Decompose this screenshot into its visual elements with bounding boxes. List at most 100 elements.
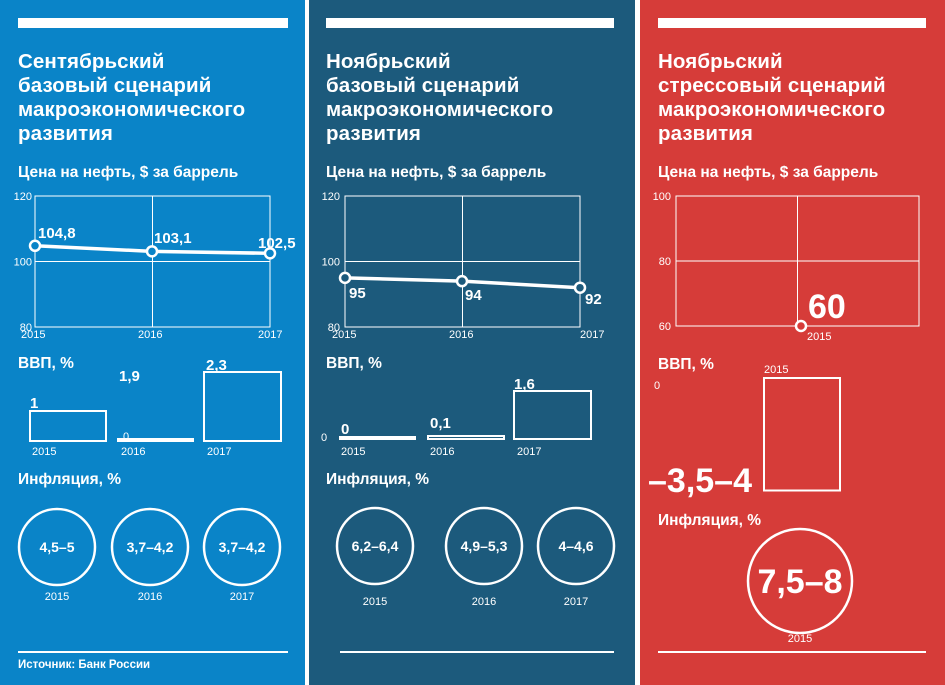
inflation-title: Инфляция, %	[658, 512, 762, 529]
gdp-year-label: 2016	[430, 446, 454, 458]
gdp-value-label: 1	[30, 395, 38, 412]
title-line: базовый сценарий	[326, 74, 520, 97]
oil-year-label: 2015	[21, 329, 45, 341]
oil-price-title: Цена на нефть, $ за баррель	[18, 164, 239, 181]
inflation-circle	[202, 507, 282, 587]
gdp-year-label: 2017	[207, 446, 231, 458]
title-line: развития	[326, 122, 421, 145]
title-line: базовый сценарий	[18, 74, 212, 97]
title-line: макроэкономического	[658, 98, 886, 121]
oil-data-point	[794, 319, 808, 333]
oil-data-point	[338, 271, 352, 285]
oil-data-label: 102,5	[258, 235, 296, 252]
oil-y-tick-label: 100	[14, 257, 32, 269]
oil-data-label: 94	[465, 287, 482, 304]
oil-year-label: 2017	[258, 329, 282, 341]
gdp-bar	[339, 436, 416, 440]
oil-data-label: 95	[349, 285, 366, 302]
gdp-sub-label: 0	[123, 431, 129, 443]
inflation-year-label: 2017	[564, 596, 588, 608]
oil-year-label: 2016	[138, 329, 162, 341]
panel-charts: 80 100 120 104,8 2015 103,1 2016 102,5 2017 1 1,9 2…	[14, 191, 296, 603]
gdp-bar	[513, 390, 592, 440]
inflation-value-label: 6,2–6,4	[352, 538, 399, 554]
gdp-zero-label: 0	[321, 432, 327, 444]
gdp-bar	[203, 371, 282, 442]
inflation-year-label: 2016	[138, 591, 162, 603]
gdp-value-label: –3,5–4	[648, 462, 752, 500]
panel-title: Сентябрьский базовый сценарий макроэконо…	[18, 50, 245, 146]
title-line: макроэкономического	[18, 98, 246, 121]
oil-data-point	[145, 245, 159, 258]
oil-y-tick-label: 60	[659, 321, 671, 333]
inflation-year-label: 2016	[472, 596, 496, 608]
title-line: Ноябрьский	[326, 50, 451, 73]
oil-data-label: 103,1	[154, 230, 192, 247]
title-line: стрессовый сценарий	[658, 74, 886, 97]
oil-y-tick-label: 100	[653, 191, 671, 203]
oil-data-label: 104,8	[38, 225, 76, 242]
oil-y-tick-label: 80	[20, 322, 32, 334]
inflation-value-label: 7,5–8	[757, 563, 842, 601]
panel-title: Ноябрьский базовый сценарий макроэкономи…	[326, 50, 553, 146]
bottom-rule	[340, 651, 614, 653]
title-line: макроэкономического	[326, 98, 554, 121]
gdp-year-label: 2015	[764, 364, 788, 376]
inflation-circle	[110, 507, 190, 587]
oil-data-point	[28, 239, 42, 253]
inflation-value-label: 3,7–4,2	[219, 539, 266, 555]
oil-year-label: 2017	[580, 329, 604, 341]
title-line: развития	[18, 122, 113, 145]
inflation-value-label: 3,7–4,2	[127, 539, 174, 555]
title-line: Ноябрьский	[658, 50, 783, 73]
gdp-zero-label: 0	[654, 380, 660, 392]
gdp-bar	[763, 377, 841, 492]
top-bar	[18, 18, 288, 28]
oil-year-label: 2015	[332, 329, 356, 341]
inflation-year-label: 2015	[363, 596, 387, 608]
inflation-circle	[746, 527, 854, 635]
gdp-title: ВВП, %	[326, 355, 382, 372]
source-note: Источник: Банк России	[18, 659, 151, 671]
inflation-value-label: 4,5–5	[39, 539, 74, 555]
oil-y-tick-label: 80	[328, 322, 340, 334]
oil-price-title: Цена на нефть, $ за баррель	[326, 164, 547, 181]
oil-y-tick-label: 100	[322, 257, 340, 269]
gdp-value-label: 0	[341, 421, 349, 438]
gdp-bar	[29, 410, 107, 442]
title-line: развития	[658, 122, 753, 145]
title-line: Сентябрьский	[18, 50, 165, 73]
gdp-bar	[427, 435, 505, 440]
gdp-year-label: 2016	[121, 446, 145, 458]
inflation-value-label: 4,9–5,3	[461, 538, 508, 554]
panel-september-base: Сентябрьский базовый сценарий макроэконо…	[0, 0, 305, 685]
oil-data-point	[455, 274, 469, 288]
gdp-bar	[117, 438, 194, 442]
oil-data-point	[263, 247, 277, 260]
gdp-year-label: 2015	[32, 446, 56, 458]
inflation-title: Инфляция, %	[18, 471, 122, 488]
inflation-circle	[444, 506, 524, 586]
inflation-circle	[17, 507, 97, 587]
inflation-circle	[335, 506, 415, 586]
oil-data-label: 92	[585, 291, 602, 308]
oil-year-label: 2015	[807, 331, 831, 343]
oil-y-tick-label: 120	[322, 191, 340, 203]
bottom-rule	[18, 651, 288, 653]
oil-year-label: 2016	[449, 329, 473, 341]
gdp-value-label: 1,9	[119, 368, 140, 385]
panel-title: Ноябрьский стрессовый сценарий макроэкон…	[658, 50, 886, 146]
oil-price-title: Цена на нефть, $ за баррель	[658, 164, 879, 181]
panel-november-base: Ноябрьский базовый сценарий макроэкономи…	[309, 0, 635, 685]
panel-charts: 80 100 120 95 2015 94 2016 92 2017 0 0,1 1,6 0 2015 20…	[321, 191, 616, 608]
gdp-value-label: 1,6	[514, 376, 535, 393]
inflation-year-label: 2015	[45, 591, 69, 603]
oil-y-tick-label: 80	[659, 256, 671, 268]
top-bar	[326, 18, 614, 28]
gdp-value-label: 0,1	[430, 415, 451, 432]
panel-november-stress: Ноябрьский стрессовый сценарий макроэкон…	[640, 0, 945, 685]
oil-y-tick-label: 120	[14, 191, 32, 203]
oil-data-point	[573, 281, 587, 294]
gdp-title: ВВП, %	[18, 355, 74, 372]
